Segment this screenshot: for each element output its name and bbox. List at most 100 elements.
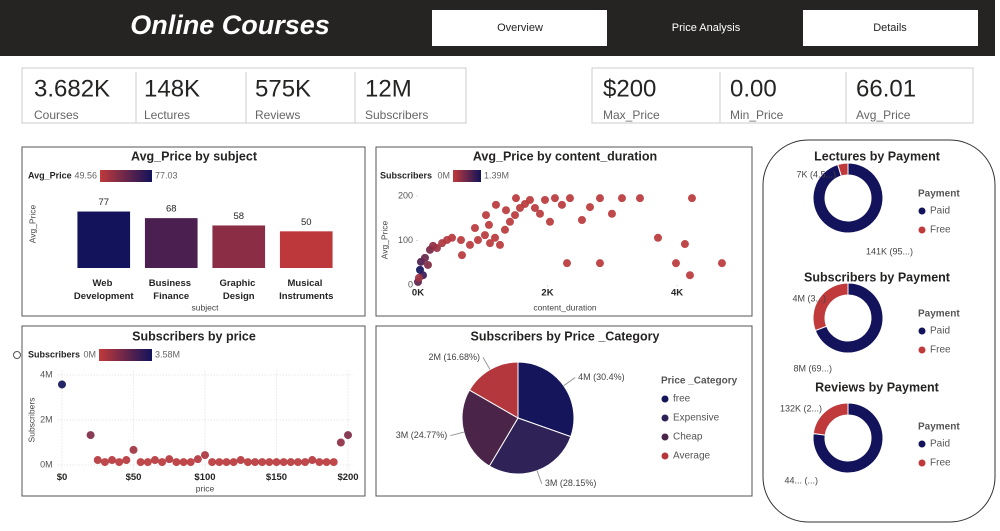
x-tick-label: Web Development bbox=[74, 278, 134, 302]
kpi-value: 66.01 bbox=[856, 75, 916, 102]
kpi-value: 0.00 bbox=[730, 75, 777, 102]
y-axis-label: Subscribers bbox=[26, 398, 36, 443]
point bbox=[481, 211, 490, 220]
slice bbox=[812, 282, 849, 332]
legend-marker bbox=[918, 440, 926, 448]
legend-label: Free bbox=[930, 458, 951, 469]
selection-handle bbox=[13, 351, 21, 359]
point bbox=[671, 259, 680, 268]
leader-line bbox=[450, 431, 464, 437]
point bbox=[495, 240, 504, 249]
x-tick-label: $100 bbox=[194, 472, 215, 483]
point bbox=[172, 458, 181, 467]
x-axis-label: subject bbox=[192, 302, 220, 312]
x-tick-label: 0K bbox=[412, 288, 424, 299]
point bbox=[525, 195, 534, 204]
legend-label: Paid bbox=[930, 439, 950, 450]
kpi-label: Avg_Price bbox=[856, 108, 911, 122]
point bbox=[505, 217, 514, 226]
legend-title: Subscribers bbox=[28, 349, 80, 359]
kpi-value: 148K bbox=[144, 75, 200, 102]
x-tick-label: $50 bbox=[126, 472, 142, 483]
legend-marker bbox=[918, 226, 926, 234]
nav-label[interactable]: Details bbox=[873, 22, 907, 34]
color-gradient bbox=[453, 170, 481, 182]
nav-label[interactable]: Overview bbox=[497, 22, 543, 34]
data-label: 44... (...) bbox=[784, 475, 818, 485]
y-tick-label: 100 bbox=[398, 235, 413, 245]
kpi-label: Min_Price bbox=[730, 108, 784, 122]
leader-line bbox=[536, 470, 543, 484]
x-tick-label: 2K bbox=[541, 288, 553, 299]
y-axis-label: Avg_Price bbox=[379, 220, 389, 259]
point bbox=[286, 458, 295, 467]
color-gradient bbox=[99, 349, 152, 361]
point bbox=[315, 458, 324, 467]
point bbox=[502, 206, 511, 215]
legend-title: Avg_Price bbox=[28, 170, 72, 180]
point bbox=[208, 458, 217, 467]
legend-title: Payment bbox=[918, 422, 960, 433]
point bbox=[308, 456, 317, 465]
point bbox=[577, 215, 586, 224]
legend-marker bbox=[918, 346, 926, 354]
kpi-value: 12M bbox=[365, 75, 412, 102]
kpi-value: 3.682K bbox=[34, 75, 110, 102]
x-tick-label: Musical Instruments bbox=[279, 278, 333, 302]
kpi-value: 575K bbox=[255, 75, 311, 102]
slice bbox=[812, 162, 884, 234]
data-label: 3M (28.15%) bbox=[545, 478, 597, 488]
point bbox=[447, 233, 456, 242]
legend-title: Payment bbox=[918, 309, 960, 320]
point bbox=[540, 195, 549, 204]
point bbox=[122, 456, 131, 465]
y-tick-label: 0M bbox=[40, 459, 53, 469]
y-tick-label: 200 bbox=[398, 190, 413, 200]
nav-label[interactable]: Price Analysis bbox=[672, 22, 741, 34]
point bbox=[717, 259, 726, 268]
data-label: 77 bbox=[98, 197, 109, 208]
legend-label: Paid bbox=[930, 326, 950, 337]
bar bbox=[144, 218, 198, 268]
kpi-label: Lectures bbox=[144, 108, 190, 122]
data-label: 58 bbox=[233, 211, 244, 222]
leader-line bbox=[563, 377, 576, 387]
point bbox=[251, 458, 260, 467]
slice bbox=[461, 389, 519, 467]
point bbox=[457, 251, 466, 260]
card-group bbox=[21, 67, 467, 124]
kpi-label: Reviews bbox=[255, 108, 300, 122]
point bbox=[222, 458, 231, 467]
data-label: 68 bbox=[166, 204, 177, 215]
legend-marker bbox=[918, 459, 926, 467]
kpi-label: Max_Price bbox=[603, 108, 660, 122]
legend-marker bbox=[661, 414, 669, 422]
point bbox=[201, 451, 209, 460]
slice bbox=[837, 162, 849, 177]
point bbox=[653, 233, 662, 242]
legend-marker bbox=[661, 452, 669, 460]
nav-button[interactable] bbox=[432, 10, 607, 46]
point bbox=[480, 231, 489, 240]
chart-title: Subscribers by Price _Category bbox=[471, 329, 660, 343]
y-tick-label: 4M bbox=[40, 369, 53, 379]
point bbox=[279, 458, 288, 467]
x-tick-label: Business Finance bbox=[149, 278, 194, 302]
point bbox=[243, 458, 252, 467]
data-label: 7K (4.5...) bbox=[796, 169, 836, 179]
point bbox=[500, 225, 509, 234]
point bbox=[486, 239, 495, 248]
point bbox=[301, 458, 310, 467]
nav-button[interactable] bbox=[803, 10, 978, 46]
point bbox=[258, 458, 267, 467]
legend-label: Free bbox=[930, 345, 951, 356]
legend-marker bbox=[918, 207, 926, 215]
legend-label: Cheap bbox=[673, 432, 703, 443]
point bbox=[484, 220, 493, 229]
point bbox=[490, 233, 499, 242]
slice bbox=[812, 402, 884, 474]
point bbox=[129, 445, 138, 454]
point bbox=[108, 456, 117, 465]
point bbox=[511, 211, 520, 220]
data-label: 2M (16.68%) bbox=[428, 352, 480, 362]
